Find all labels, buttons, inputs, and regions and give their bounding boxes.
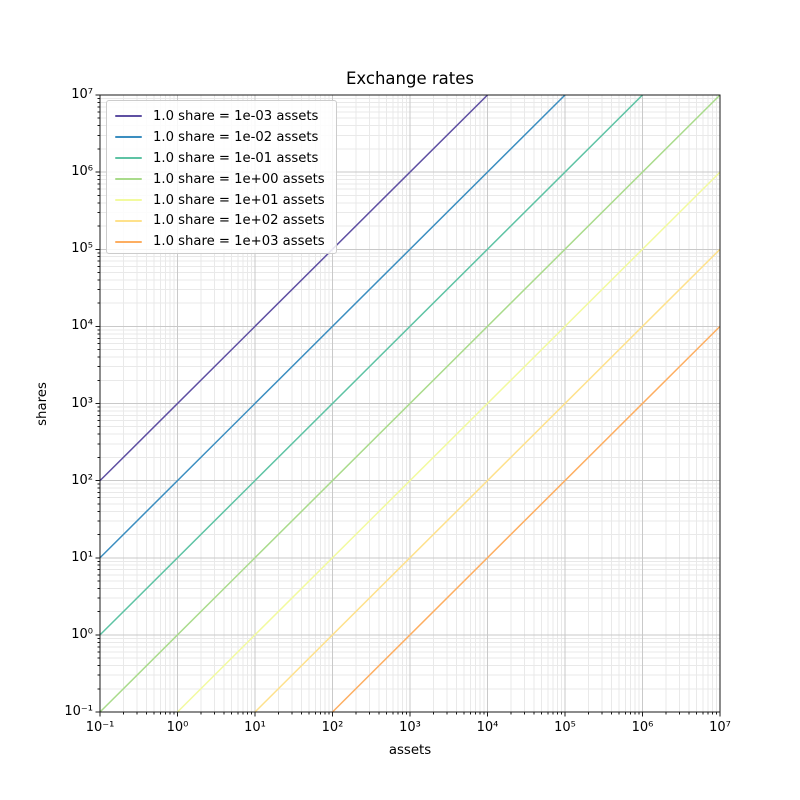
legend-item: 1.0 share = 1e+00 assets [115, 169, 336, 190]
legend-item: 1.0 share = 1e+01 assets [115, 190, 336, 211]
axes-frame [95, 94, 721, 717]
x-tick-label: 10⁴ [476, 720, 499, 735]
legend-label: 1.0 share = 1e-02 assets [153, 129, 319, 145]
legend-item: 1.0 share = 1e-02 assets [115, 127, 336, 148]
legend-label: 1.0 share = 1e+02 assets [153, 213, 325, 229]
y-tick-label: 10³ [71, 395, 93, 411]
x-tick-label: 10³ [399, 720, 421, 735]
series-lines [99, 94, 721, 713]
x-tick-label: 10⁰ [166, 720, 189, 735]
legend-label: 1.0 share = 1e+01 assets [153, 192, 325, 208]
legend-line-swatch [115, 178, 142, 181]
x-tick-label: 10⁵ [554, 720, 576, 735]
legend-label: 1.0 share = 1e-03 assets [153, 108, 319, 124]
legend-line-swatch [115, 157, 142, 160]
series-line-2 [99, 94, 644, 636]
y-tick-label: 10⁷ [71, 87, 93, 102]
legend-item: 1.0 share = 1e+02 assets [115, 210, 336, 231]
series-line-6 [331, 325, 721, 713]
legend-line-swatch [115, 115, 142, 118]
legend-item: 1.0 share = 1e-03 assets [115, 106, 336, 127]
y-tick-label: 10⁻¹ [64, 704, 93, 719]
x-tick-label: 10⁻¹ [85, 720, 115, 735]
legend-line-swatch [115, 136, 142, 139]
legend-line-swatch [115, 199, 142, 201]
x-tick-label: 10⁷ [709, 720, 731, 735]
series-line-0 [99, 94, 489, 482]
legend-item: 1.0 share = 1e-01 assets [115, 148, 336, 169]
series-line-5 [254, 248, 721, 713]
series-line-3 [99, 94, 721, 713]
legend-label: 1.0 share = 1e+03 assets [153, 234, 325, 250]
x-tick-label: 10⁶ [631, 720, 654, 735]
x-axis-label: assets [388, 743, 432, 758]
legend-label: 1.0 share = 1e+00 assets [153, 171, 325, 187]
y-tick-label: 10⁶ [71, 164, 93, 180]
legend-line-swatch [115, 219, 142, 222]
legend-item: 1.0 share = 1e+03 assets [115, 231, 336, 252]
series-line-4 [176, 171, 721, 713]
legend-label: 1.0 share = 1e-01 assets [153, 150, 319, 166]
legend: 1.0 share = 1e-03 assets 1.0 share = 1e-0… [106, 100, 337, 254]
y-tick-label: 10² [71, 472, 93, 488]
series-line-1 [99, 94, 566, 559]
legend-line-swatch [115, 240, 142, 243]
y-tick-label: 10⁴ [71, 318, 93, 334]
y-tick-label: 10⁰ [71, 626, 93, 642]
chart-title: Exchange rates [346, 69, 474, 88]
y-tick-label: 10⁵ [71, 241, 93, 257]
x-tick-label: 10¹ [244, 720, 266, 735]
y-tick-label: 10¹ [71, 549, 93, 565]
x-tick-label: 10² [321, 720, 344, 735]
